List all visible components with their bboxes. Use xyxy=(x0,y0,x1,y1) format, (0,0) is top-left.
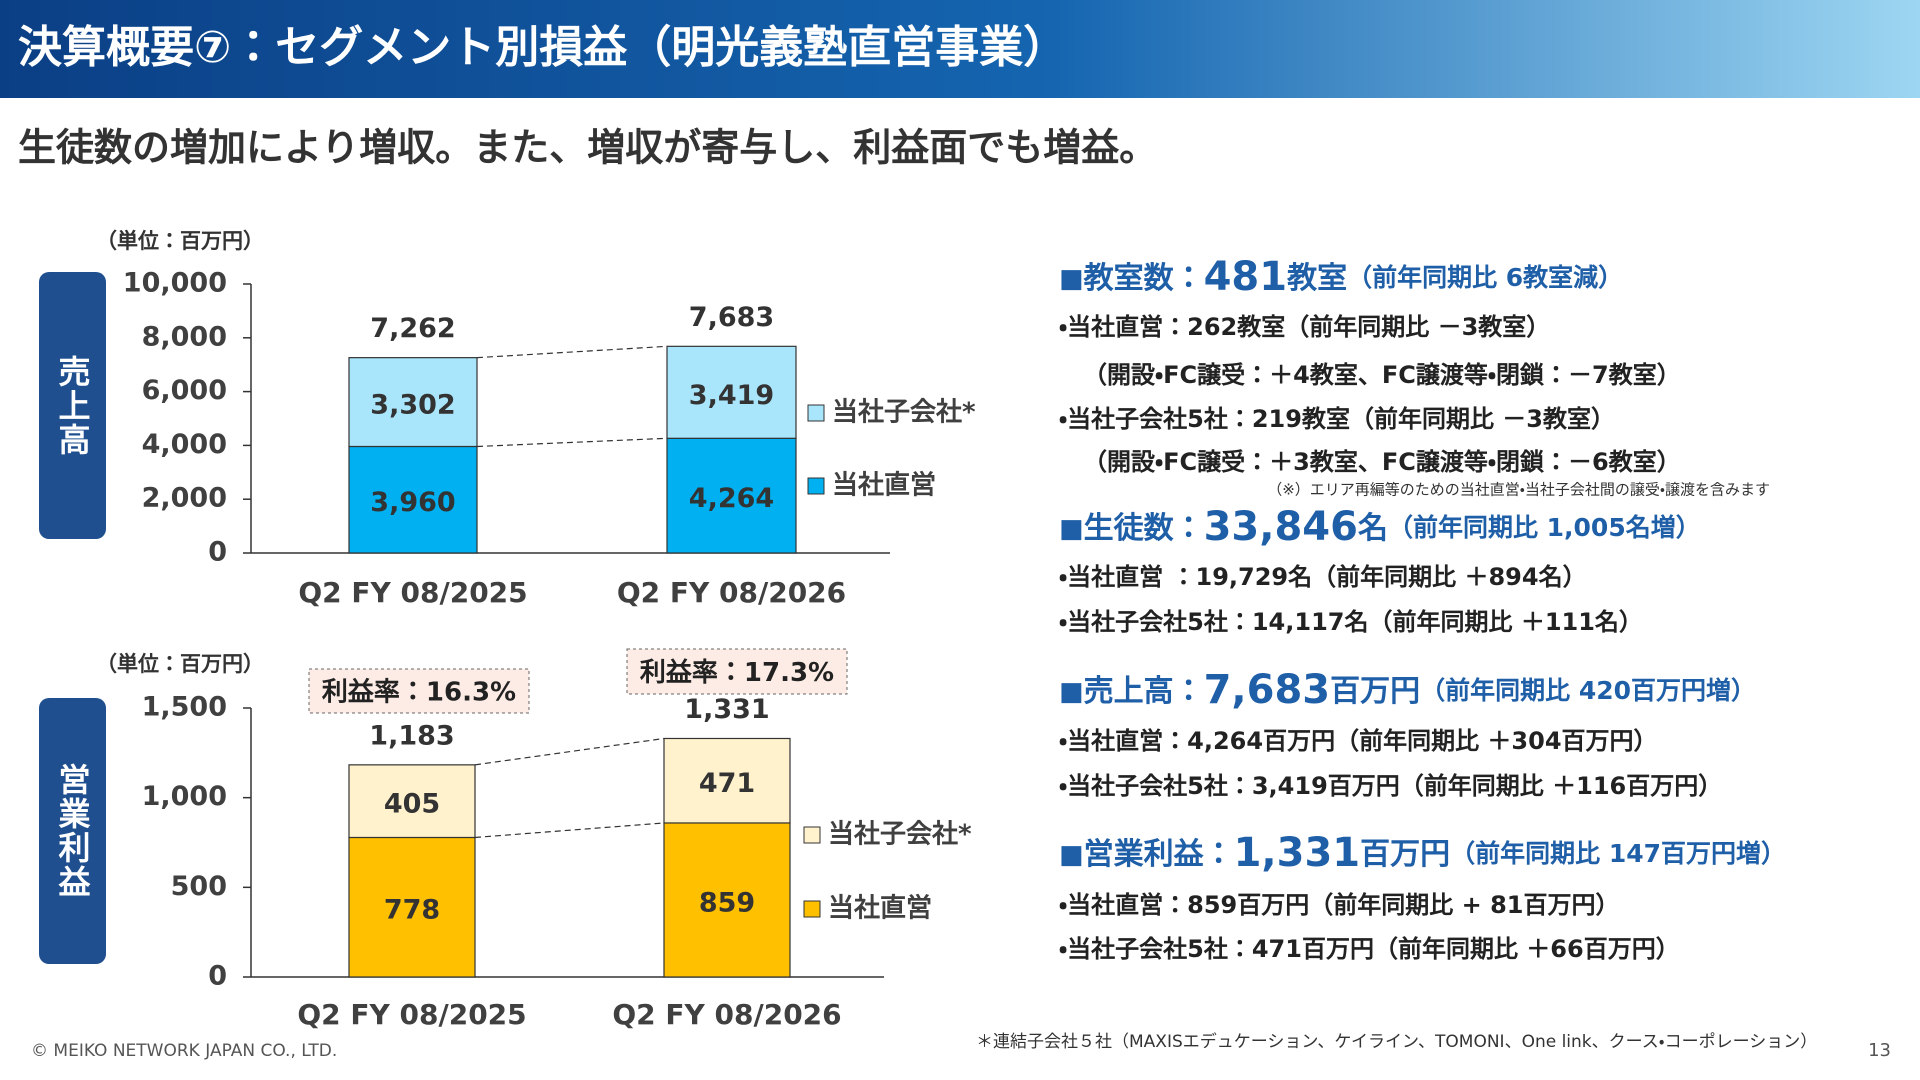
summary-heading: ■教室数：481教室（前年同期比 6教室減） xyxy=(1059,254,1623,300)
legend-label: 当社直営 xyxy=(828,894,932,924)
bar-segment xyxy=(348,357,478,448)
summary-line: ・当社直営：859百万円（前年同期比 + 81百万円） xyxy=(1059,891,1619,919)
heading-note: （前年同期比 1,005名増） xyxy=(1388,513,1701,542)
heading-value: 33,846 xyxy=(1204,504,1358,550)
bar-segment xyxy=(348,764,476,839)
y-tick-label: 0 xyxy=(208,961,227,992)
y-tick-label: 6,000 xyxy=(142,375,227,406)
footnote: ＊連結子会社５社（MAXISエデュケーション、ケイライン、TOMONI、One … xyxy=(976,1031,1817,1052)
total-label: 1,183 xyxy=(369,720,454,751)
subtitle: 生徒数の増加により増収。また、増収が寄与し、利益面でも増益。 xyxy=(18,126,1157,170)
heading-value: 1,331 xyxy=(1234,830,1361,876)
annotation: 利益率：17.3% xyxy=(640,657,834,688)
header-bar xyxy=(0,0,1920,98)
summary-note: （※）エリア再編等のための当社直営・当社子会社間の譲受・譲渡を含みます xyxy=(1267,481,1770,499)
value-label: 859 xyxy=(699,887,755,918)
y-tick-label: 2,000 xyxy=(142,483,227,514)
heading-label: 売上高： xyxy=(1084,674,1204,709)
legend-label: 当社直営 xyxy=(832,471,936,501)
heading-unit: 百万円 xyxy=(1330,674,1420,709)
title: 決算概要⑦：セグメント別損益（明光義塾直営事業） xyxy=(18,22,1067,73)
value-label: 778 xyxy=(384,895,440,926)
y-tick-label: 0 xyxy=(208,537,227,568)
y-tick-label: 10,000 xyxy=(123,268,227,299)
total-label: 7,262 xyxy=(370,313,455,344)
value-label: 3,302 xyxy=(370,390,455,421)
y-tick-label: 500 xyxy=(171,871,227,902)
total-label: 1,331 xyxy=(684,694,769,725)
heading-value: 7,683 xyxy=(1204,667,1331,713)
summary-heading: ■売上高：7,683百万円（前年同期比 420百万円増） xyxy=(1059,667,1756,713)
heading-label: 営業利益： xyxy=(1084,837,1234,872)
connector xyxy=(476,437,668,448)
heading-marker: ■ xyxy=(1059,840,1084,870)
x-tick-label: Q2 FY 08/2026 xyxy=(617,576,846,609)
summary-line: （開設・FC譲受：＋3教室、FC譲渡等・閉鎖：－6教室） xyxy=(1083,448,1681,476)
bar-segment xyxy=(666,345,797,439)
annotation-box xyxy=(308,668,530,714)
legend-swatch xyxy=(807,404,825,422)
heading-marker: ■ xyxy=(1059,514,1084,544)
summary-line: （開設・FC譲受：＋4教室、FC譲渡等・閉鎖：－7教室） xyxy=(1083,361,1681,389)
bar-segment xyxy=(663,737,791,824)
value-label: 405 xyxy=(384,789,440,820)
heading-unit: 教室 xyxy=(1286,261,1347,296)
heading-label: 生徒数： xyxy=(1084,511,1204,546)
summary-line: ・当社直営 ：19,729名（前年同期比 ＋894名） xyxy=(1059,563,1587,591)
value-label: 471 xyxy=(699,768,755,799)
summary-line: ・当社子会社5社：14,117名（前年同期比 ＋111名） xyxy=(1059,608,1643,636)
y-tick-label: 1,000 xyxy=(142,781,227,812)
summary-line: ・当社子会社5社：471百万円（前年同期比 ＋66百万円） xyxy=(1059,935,1680,963)
value-label: 3,960 xyxy=(370,487,455,518)
x-tick-label: Q2 FY 08/2026 xyxy=(612,998,841,1031)
legend-swatch xyxy=(807,477,825,495)
page-number: 13 xyxy=(1868,1040,1891,1061)
bar-segment xyxy=(348,836,476,978)
heading-value: 481 xyxy=(1204,254,1288,300)
annotation-box xyxy=(626,648,848,695)
heading-marker: ■ xyxy=(1059,677,1084,707)
connector xyxy=(476,345,668,359)
legend-label: 当社子会社* xyxy=(832,398,976,428)
value-label: 4,264 xyxy=(689,483,774,514)
axis-badge: 売上高 xyxy=(39,272,106,539)
summary-line: ・当社直営：4,264百万円（前年同期比 ＋304百万円） xyxy=(1059,727,1658,755)
bar-segment xyxy=(666,437,797,554)
legend-swatch xyxy=(803,900,821,918)
heading-unit: 名 xyxy=(1358,511,1388,546)
heading-unit: 百万円 xyxy=(1360,837,1450,872)
heading-marker: ■ xyxy=(1059,264,1084,294)
axis-badge: 営業利益 xyxy=(39,698,106,964)
legend-swatch xyxy=(803,826,821,844)
summary-line: ・当社子会社5社：219教室（前年同期比 －3教室） xyxy=(1059,405,1615,433)
legend-label: 当社子会社* xyxy=(828,820,972,850)
bar-segment xyxy=(348,445,478,554)
heading-note: （前年同期比 6教室減） xyxy=(1347,263,1623,292)
heading-note: （前年同期比 420百万円増） xyxy=(1420,676,1756,705)
bar-segment xyxy=(663,822,791,978)
summary-line: ・当社直営：262教室（前年同期比 －3教室） xyxy=(1059,313,1550,341)
connector xyxy=(474,737,665,766)
heading-note: （前年同期比 147百万円増） xyxy=(1450,839,1786,868)
x-tick-label: Q2 FY 08/2025 xyxy=(298,576,527,609)
heading-label: 教室数： xyxy=(1083,261,1204,296)
annotation: 利益率：16.3% xyxy=(322,677,516,708)
summary-line: ・当社子会社5社：3,419百万円（前年同期比 ＋116百万円） xyxy=(1059,772,1722,800)
total-label: 7,683 xyxy=(689,302,774,333)
y-tick-label: 1,500 xyxy=(142,692,227,723)
summary-heading: ■生徒数：33,846名（前年同期比 1,005名増） xyxy=(1059,504,1701,550)
y-tick-label: 8,000 xyxy=(142,321,227,352)
copyright: © MEIKO NETWORK JAPAN CO., LTD. xyxy=(31,1041,337,1061)
unit-label: （単位：百万円） xyxy=(96,229,264,253)
x-tick-label: Q2 FY 08/2025 xyxy=(297,998,526,1031)
unit-label: （単位：百万円） xyxy=(96,652,264,676)
value-label: 3,419 xyxy=(689,380,774,411)
summary-heading: ■営業利益：1,331百万円（前年同期比 147百万円増） xyxy=(1059,830,1786,876)
y-tick-label: 4,000 xyxy=(142,429,227,460)
connector xyxy=(474,822,665,839)
